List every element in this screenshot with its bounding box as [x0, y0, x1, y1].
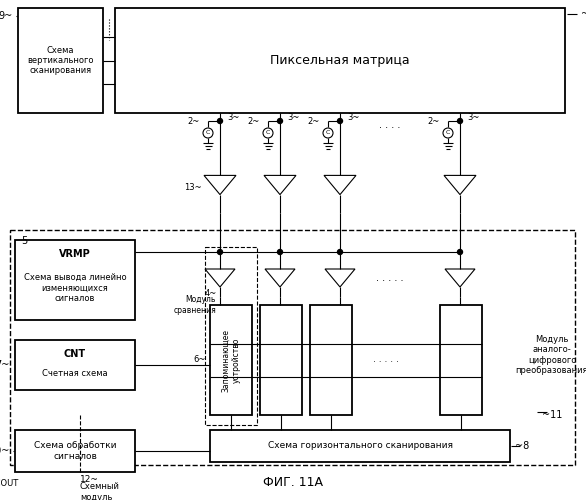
Text: 2~: 2~ [248, 118, 260, 126]
Text: . . . . .: . . . . . [373, 356, 399, 364]
Text: 3~: 3~ [467, 112, 479, 122]
Text: PICOUT: PICOUT [0, 480, 19, 488]
Bar [310, 305, 352, 415]
Text: C: C [326, 130, 330, 136]
Circle shape [458, 250, 462, 254]
Bar [15, 340, 135, 390]
Text: . . . .: . . . . [379, 120, 401, 130]
Text: C: C [266, 130, 270, 136]
Text: . . . . .: . . . . . [376, 273, 404, 283]
Text: 2~: 2~ [428, 118, 440, 126]
Text: ~11: ~11 [542, 410, 562, 420]
Text: 3~: 3~ [227, 112, 239, 122]
Text: Запоминающее
устройство: Запоминающее устройство [222, 328, 241, 392]
Text: 3~: 3~ [347, 112, 359, 122]
Text: 12~: 12~ [80, 476, 99, 484]
Circle shape [278, 250, 282, 254]
Bar [18, 8, 103, 113]
Text: Схема вывода линейно
изменяющихся
сигналов: Схема вывода линейно изменяющихся сигнал… [23, 273, 127, 303]
Text: Схемный
модуль: Схемный модуль [80, 482, 120, 500]
Circle shape [217, 118, 223, 124]
Circle shape [338, 250, 342, 254]
Text: 3~: 3~ [287, 112, 299, 122]
Text: 5: 5 [21, 236, 27, 246]
Bar [205, 247, 257, 425]
Bar [440, 305, 482, 415]
Bar [15, 430, 135, 472]
Bar [260, 305, 302, 415]
Text: 2~: 2~ [188, 118, 200, 126]
Circle shape [278, 118, 282, 124]
Text: Схема обработки
сигналов: Схема обработки сигналов [34, 442, 116, 460]
Text: ~8: ~8 [515, 441, 529, 451]
Text: CNT: CNT [64, 349, 86, 359]
Text: Модуль
сравнения: Модуль сравнения [173, 296, 216, 314]
Text: 10~: 10~ [0, 446, 10, 456]
Bar [115, 8, 565, 113]
Bar [210, 430, 510, 462]
Text: Схема горизонтального сканирования: Схема горизонтального сканирования [267, 442, 452, 450]
Bar [15, 240, 135, 320]
Text: C: C [206, 130, 210, 136]
Text: C: C [446, 130, 450, 136]
Text: 2~: 2~ [308, 118, 320, 126]
Text: Схема
вертикального
сканирования: Схема вертикального сканирования [28, 46, 94, 76]
Bar [210, 305, 252, 415]
Text: Пиксельная матрица: Пиксельная матрица [270, 54, 410, 67]
Text: Счетная схема: Счетная схема [42, 368, 108, 378]
Text: 13~: 13~ [185, 182, 202, 192]
Text: Модуль
аналого-
цифрового
преобразования: Модуль аналого- цифрового преобразования [516, 335, 586, 375]
Bar [10, 230, 575, 465]
Text: ~1: ~1 [581, 9, 586, 19]
Text: 9~: 9~ [0, 11, 13, 21]
Circle shape [458, 118, 462, 124]
Text: ФИГ. 11А: ФИГ. 11А [263, 476, 323, 488]
Circle shape [338, 118, 342, 124]
Text: 4~: 4~ [205, 290, 217, 298]
Circle shape [217, 250, 223, 254]
Text: 6~: 6~ [193, 356, 206, 364]
Text: VRMP: VRMP [59, 249, 91, 259]
Text: 7~: 7~ [0, 360, 10, 370]
